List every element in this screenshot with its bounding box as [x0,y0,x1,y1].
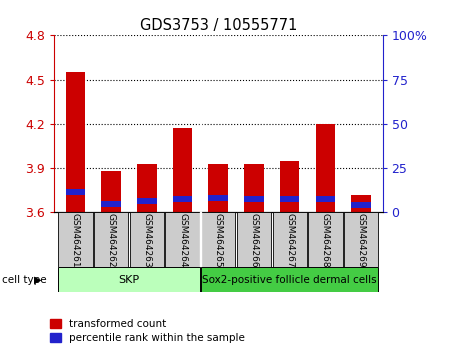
Title: GDS3753 / 10555771: GDS3753 / 10555771 [140,18,297,33]
FancyBboxPatch shape [201,212,235,267]
Bar [137,164,157,212]
Bar [101,201,121,206]
FancyBboxPatch shape [130,212,164,267]
Text: GSM464267: GSM464267 [285,212,294,267]
FancyBboxPatch shape [201,267,378,292]
Bar [315,196,335,202]
Bar [280,196,300,202]
Text: GSM464269: GSM464269 [356,212,365,267]
FancyBboxPatch shape [308,212,342,267]
Bar [315,124,335,212]
Text: GSM464264: GSM464264 [178,213,187,267]
FancyBboxPatch shape [94,212,128,267]
Text: cell type: cell type [2,275,47,285]
Bar [101,171,121,212]
FancyBboxPatch shape [166,212,200,267]
Bar [244,196,264,202]
Bar [280,161,300,212]
Text: GSM464268: GSM464268 [321,212,330,267]
FancyBboxPatch shape [273,212,307,267]
Bar [351,195,371,212]
Text: GSM464265: GSM464265 [214,212,223,267]
Bar [173,128,192,212]
Text: Sox2-positive follicle dermal cells: Sox2-positive follicle dermal cells [202,275,377,285]
Text: GSM464262: GSM464262 [107,213,116,267]
Bar [173,196,192,202]
Bar [200,212,201,267]
FancyBboxPatch shape [344,212,378,267]
FancyBboxPatch shape [58,212,93,267]
Text: ▶: ▶ [34,275,42,285]
Bar [66,189,85,195]
Bar [208,195,228,201]
Text: SKP: SKP [118,275,140,285]
Legend: transformed count, percentile rank within the sample: transformed count, percentile rank withi… [50,319,245,343]
Bar [137,198,157,204]
Bar [351,202,371,208]
FancyBboxPatch shape [237,212,271,267]
Text: GSM464266: GSM464266 [249,212,258,267]
Text: GSM464261: GSM464261 [71,212,80,267]
Text: GSM464263: GSM464263 [142,212,151,267]
Bar [244,164,264,212]
Bar [208,164,228,212]
Bar [66,72,85,212]
FancyBboxPatch shape [58,267,200,292]
Bar [200,35,201,212]
